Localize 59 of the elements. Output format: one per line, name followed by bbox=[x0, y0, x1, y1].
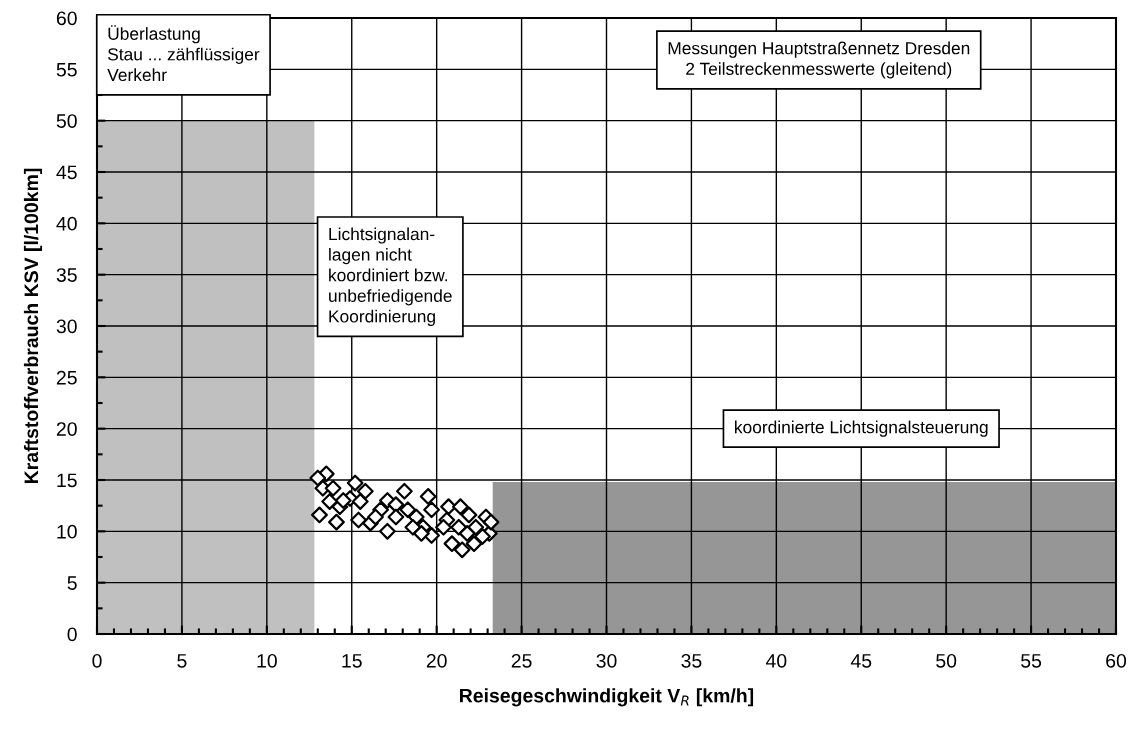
y-tick-label: 45 bbox=[56, 165, 77, 180]
x-tick-label: 45 bbox=[850, 654, 872, 668]
point bbox=[350, 511, 367, 529]
point bbox=[321, 493, 339, 510]
point bbox=[324, 479, 342, 497]
point bbox=[435, 518, 452, 536]
point bbox=[356, 482, 374, 500]
y-tick-label: 35 bbox=[56, 268, 77, 282]
point bbox=[311, 506, 328, 524]
point bbox=[412, 524, 430, 542]
x-tick-label: 60 bbox=[1106, 653, 1127, 668]
point bbox=[419, 488, 437, 505]
x-tick-label: 20 bbox=[426, 653, 447, 668]
y-tick-label: 10 bbox=[57, 524, 77, 539]
y-tick-label: 50 bbox=[56, 114, 77, 128]
x-tick-label: 55 bbox=[1021, 654, 1042, 668]
point bbox=[396, 482, 413, 500]
point bbox=[328, 513, 345, 531]
y-tick-label: 25 bbox=[56, 370, 77, 385]
x-tick-label: 50 bbox=[936, 653, 957, 668]
y-tick-label: 5 bbox=[67, 576, 77, 590]
x-tick-label: 40 bbox=[765, 653, 787, 668]
point bbox=[309, 469, 327, 487]
point bbox=[482, 513, 500, 531]
x-axis-title: Reisegeschwindigkeit V$_{R}$ [km/h] bbox=[460, 688, 754, 707]
x-tick-label: 0 bbox=[92, 653, 102, 668]
x-tick-label: 10 bbox=[257, 653, 277, 668]
y-tick-label: 60 bbox=[56, 11, 77, 26]
y-tick-label: 55 bbox=[56, 63, 77, 77]
point bbox=[379, 522, 396, 540]
point bbox=[460, 506, 478, 524]
y-axis-title: Kraftstoffverbrauch KSV [l/100km] bbox=[23, 168, 43, 483]
x-tick-label: 30 bbox=[596, 653, 617, 668]
point bbox=[346, 474, 364, 492]
x-tick-label: 5 bbox=[177, 654, 187, 668]
point bbox=[443, 535, 461, 553]
point bbox=[453, 541, 471, 559]
point bbox=[367, 508, 384, 526]
point bbox=[387, 508, 405, 526]
x-tick-label: 15 bbox=[342, 654, 362, 668]
point bbox=[452, 498, 469, 516]
point bbox=[423, 501, 440, 519]
point bbox=[458, 524, 476, 542]
y-tick-label: 30 bbox=[56, 319, 77, 334]
annotation: Messungen Hauptstraßennetz Dresden 2 Teilstreckenmesswerte (gleitend) bbox=[668, 41, 970, 79]
y-tick-label: 20 bbox=[56, 422, 77, 436]
annotation: Lichtsignalan- lagen nicht koordiniert bzw. unbefriedigende Koordinierung bbox=[329, 227, 452, 326]
x-tick-label: 35 bbox=[681, 653, 702, 668]
y-tick-label: 0 bbox=[67, 627, 77, 642]
point bbox=[351, 493, 369, 510]
point bbox=[399, 501, 417, 519]
y-tick-label: 15 bbox=[57, 473, 77, 488]
annotation: Überlastung Stau ... zähflüssiger Verkehr bbox=[107, 25, 260, 82]
annotation: koordinierte Lichtsignalsteuerung bbox=[735, 420, 988, 437]
x-tick-label: 25 bbox=[511, 653, 532, 668]
point bbox=[474, 528, 491, 545]
point bbox=[465, 535, 483, 553]
point bbox=[334, 492, 352, 509]
y-tick-label: 40 bbox=[56, 216, 77, 231]
